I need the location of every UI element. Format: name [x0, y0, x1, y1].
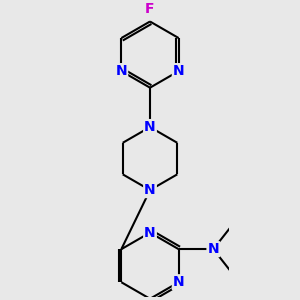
- Text: F: F: [145, 2, 155, 16]
- Text: N: N: [173, 64, 184, 78]
- Text: N: N: [144, 183, 156, 197]
- Text: N: N: [144, 120, 156, 134]
- Text: N: N: [116, 64, 127, 78]
- Text: N: N: [144, 226, 156, 240]
- Text: N: N: [208, 242, 219, 256]
- Text: N: N: [173, 275, 184, 289]
